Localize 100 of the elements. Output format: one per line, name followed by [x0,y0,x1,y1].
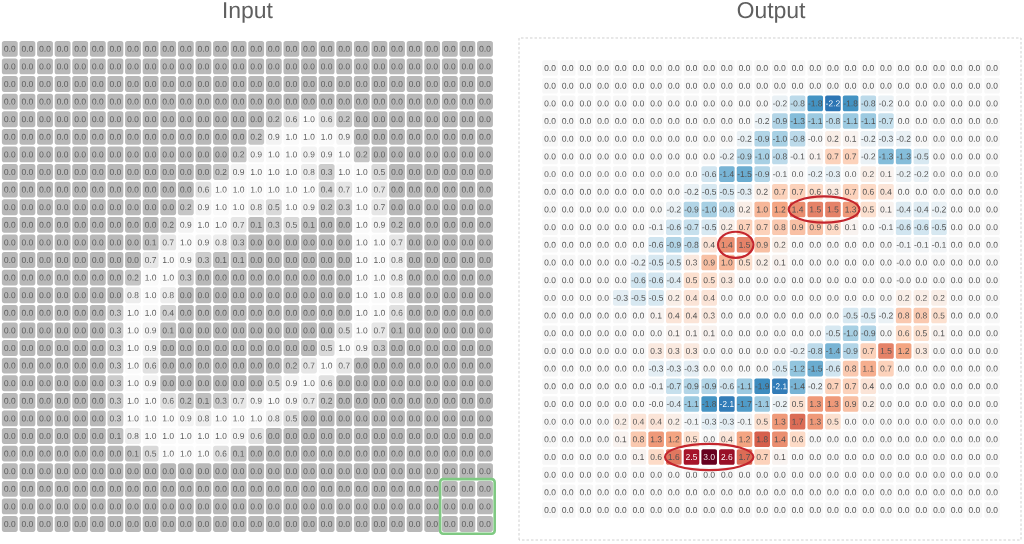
data-label: 0.0 [57,397,69,404]
data-label: 0.0 [650,206,662,213]
data-label: 0.0 [338,450,350,457]
data-label: 0.2 [162,221,174,228]
data-label: -0.5 [666,259,681,266]
data-label: 0.1 [197,397,209,404]
data-label: -0.2 [879,312,893,319]
data-label: 0.0 [321,274,333,281]
data-label: -0.0 [896,277,911,284]
data-label: 0.0 [321,485,333,492]
data-label: 0.0 [721,118,733,125]
data-label: 0.0 [268,327,280,334]
data-label: 0.0 [303,485,315,492]
data-label: 0.0 [444,133,456,140]
data-label: 0.0 [562,277,574,284]
data-label: 0.0 [862,418,874,425]
data-label: 0.0 [4,309,16,316]
data-label: 0.0 [197,151,209,158]
data-label: 1.0 [145,397,157,404]
data-label: 0.0 [74,415,86,422]
data-label: 0.0 [615,277,627,284]
data-label: 0.0 [544,418,556,425]
data-label: 1.3 [827,400,839,407]
data-label: 0.7 [845,153,857,160]
data-label: 0.1 [845,135,857,142]
data-label: 0.0 [391,204,403,211]
data-label: 0.0 [321,45,333,52]
data-label: 0.0 [880,241,892,248]
data-label: 0.0 [444,274,456,281]
data-label: 0.0 [426,521,438,527]
data-label: 0.0 [444,485,456,492]
data-label: 0.2 [321,397,333,404]
data-label: 0.9 [792,224,804,231]
data-label: 0.0 [880,400,892,407]
data-label: 0.0 [703,347,715,354]
data-label: 0.0 [409,433,421,439]
data-label: 0.0 [461,521,473,527]
data-label: 0.8 [127,433,139,439]
data-label: 0.0 [145,186,157,193]
data-label: 0.0 [668,188,680,195]
data-label: -0.2 [879,100,893,107]
data-label: 0.0 [632,347,644,354]
data-label: 0.0 [21,81,33,87]
data-label: 0.0 [444,309,456,316]
data-label: 0.0 [303,309,315,316]
data-label: 0.0 [180,327,192,334]
data-label: 0.0 [579,206,591,213]
data-label: 0.7 [756,454,768,460]
data-label: 0.0 [933,65,945,72]
data-label: 0.0 [303,450,315,457]
data-label: 0.0 [968,436,980,443]
data-label: 0.0 [721,330,733,337]
data-label: 0.0 [338,415,350,422]
data-label: 0.0 [461,345,473,351]
data-label: 0.0 [721,347,733,354]
data-label: 0.0 [338,45,350,52]
data-label: 0.0 [632,206,644,213]
data-label: 1.0 [338,151,350,158]
data-label: 0.0 [597,118,609,125]
data-label: 0.0 [632,153,644,160]
data-label: 0.0 [968,400,980,407]
data-label: 0.4 [703,241,715,248]
data-label: 0.0 [597,294,609,301]
data-label: 0.0 [579,82,591,89]
data-label: 0.0 [479,151,491,158]
data-label: 0.0 [898,65,910,72]
data-label: 0.0 [409,204,421,211]
data-label: -1.8 [702,400,717,407]
data-label: 0.0 [444,204,456,211]
data-label: 0.0 [127,151,139,158]
data-label: 0.0 [862,294,874,301]
data-label: 0.3 [109,327,121,334]
data-label: 0.3 [915,347,927,354]
data-label: 0.0 [21,151,33,158]
data-label: 1.0 [374,292,385,299]
data-label: 0.0 [544,118,556,125]
data-label: 0.0 [268,468,280,475]
data-label: 0.0 [479,397,491,404]
data-label: 0.0 [544,241,556,248]
data-label: 0.0 [21,63,33,70]
data-label: -0.5 [719,188,734,195]
data-label: 0.4 [880,188,892,195]
data-label: 0.0 [933,100,945,107]
data-label: 0.8 [632,436,644,443]
data-label: 0.0 [721,65,733,72]
data-label: 0.0 [338,503,350,510]
data-label: 0.0 [792,65,804,72]
data-label: 0.0 [4,397,16,404]
data-label: 0.0 [57,345,69,351]
data-label: -0.9 [843,347,858,354]
data-label: 0.0 [109,63,121,70]
data-label: 1.0 [338,169,350,175]
data-label: 0.0 [479,116,491,123]
data-label: 0.0 [74,327,86,334]
data-label: 0.0 [544,206,556,213]
data-label: 0.6 [162,397,174,404]
data-label: 0.0 [597,171,609,178]
data-label: 0.0 [321,327,333,334]
data-label: 0.0 [479,63,491,70]
data-label: 0.5 [338,327,350,334]
